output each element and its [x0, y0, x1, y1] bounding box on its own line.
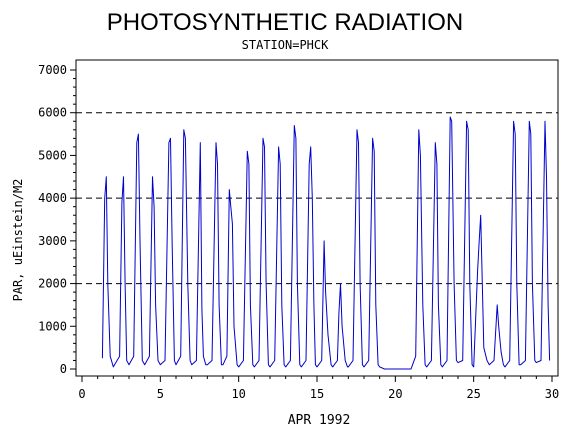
x-tick-label: 25	[466, 387, 480, 401]
y-axis: 0 1000 2000 3000 4000 5000 6000 7000	[38, 63, 76, 376]
x-axis: 0 5 10 15 20 25 30	[78, 376, 559, 401]
y-tick-label: 5000	[38, 148, 67, 162]
y-axis-label: PAR, uEinstein/M2	[11, 179, 25, 302]
chart-title: PHOTOSYNTHETIC RADIATION	[107, 9, 463, 36]
x-tick-label: 30	[545, 387, 559, 401]
y-tick-label: 3000	[38, 234, 67, 248]
y-tick-label: 7000	[38, 63, 67, 77]
chart-subtitle: STATION=PHCK	[242, 38, 329, 52]
y-tick-label: 6000	[38, 106, 67, 120]
plot-frame	[75, 59, 559, 377]
y-tick-label: 1000	[38, 319, 67, 333]
y-tick-label: 4000	[38, 191, 67, 205]
reference-lines	[76, 112, 558, 285]
x-axis-label: APR 1992	[288, 413, 351, 428]
x-tick-label: 0	[78, 387, 85, 401]
series-group	[101, 116, 551, 370]
x-tick-label: 10	[231, 387, 245, 401]
y-tick-label: 2000	[38, 277, 67, 291]
series-line-0	[101, 116, 551, 370]
y-tick-label: 0	[60, 362, 67, 376]
x-tick-label: 15	[310, 387, 324, 401]
x-tick-label: 5	[157, 387, 164, 401]
x-tick-label: 20	[388, 387, 402, 401]
